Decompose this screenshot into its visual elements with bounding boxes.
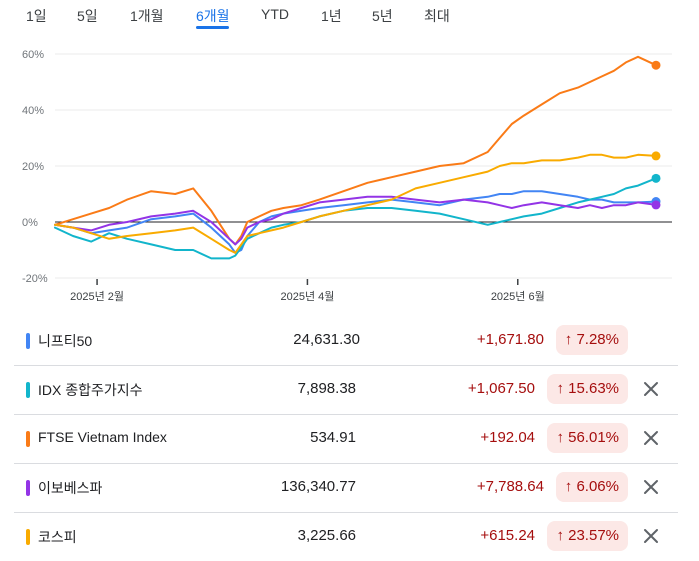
y-tick-label: 20% — [22, 161, 44, 173]
list-item[interactable]: 코스피 3,225.66 +615.24 ↑ 23.57% — [14, 512, 678, 561]
series-line-2 — [54, 55, 657, 246]
series-end-point-2 — [651, 60, 661, 70]
percent-change-value: 6.06% — [576, 478, 619, 495]
y-tick-label: 60% — [22, 49, 44, 61]
list-item[interactable]: 이보베스파 136,340.77 +7,788.64 ↑ 6.06% — [14, 463, 678, 513]
series-color-swatch — [26, 480, 30, 496]
tab-5y[interactable]: 5년 — [372, 8, 393, 24]
tab-max[interactable]: 최대 — [424, 8, 450, 24]
range-tabs: 1일 5일 1개월 6개월 YTD 1년 5년 최대 — [0, 0, 699, 30]
index-price: 136,340.77 — [280, 478, 356, 495]
index-change: +615.24 — [480, 527, 535, 544]
x-tick-label: 2025년 6월 — [491, 290, 545, 303]
index-price: 24,631.30 — [293, 331, 360, 348]
y-tick-label: 40% — [22, 105, 44, 117]
remove-close-icon[interactable] — [640, 378, 662, 400]
percent-change-badge: ↑ 23.57% — [547, 521, 628, 551]
index-price: 7,898.38 — [297, 380, 356, 397]
percent-change-value: 56.01% — [568, 429, 619, 446]
tab-6m[interactable]: 6개월 — [196, 8, 230, 24]
tab-1d[interactable]: 1일 — [26, 8, 47, 24]
percent-change-value: 7.28% — [576, 331, 619, 348]
list-item[interactable]: 니프티50 24,631.30 +1,671.80 ↑ 7.28% — [14, 316, 678, 366]
list-item[interactable]: FTSE Vietnam Index 534.91 +192.04 ↑ 56.0… — [14, 414, 678, 464]
series-color-swatch — [26, 529, 30, 545]
index-name: 니프티50 — [38, 333, 93, 349]
y-tick-label: -20% — [22, 273, 48, 285]
percent-change-value: 23.57% — [568, 527, 619, 544]
index-price: 3,225.66 — [297, 527, 356, 544]
x-tick-label: 2025년 2월 — [70, 290, 124, 303]
index-change: +7,788.64 — [476, 478, 544, 495]
remove-close-icon[interactable] — [640, 525, 662, 547]
index-price: 534.91 — [310, 429, 356, 446]
series-color-swatch — [26, 431, 30, 447]
index-change: +1,067.50 — [467, 380, 535, 397]
y-tick-label: 0% — [22, 217, 38, 229]
percent-change-badge: ↑ 7.28% — [555, 325, 628, 355]
tab-1m[interactable]: 1개월 — [130, 8, 164, 24]
series-end-point-4 — [651, 151, 661, 161]
comparison-line-chart: 60% 40% 20% 0% -20% 2025년 2월 2025년 4월 2025년 6월 — [22, 49, 672, 303]
active-tab-indicator — [196, 26, 229, 29]
index-name: IDX 종합주가지수 — [38, 382, 143, 398]
series-line-0 — [54, 190, 657, 254]
index-name: FTSE Vietnam Index — [38, 429, 167, 445]
index-change: +192.04 — [480, 429, 535, 446]
index-name: 코스피 — [38, 529, 77, 545]
series-line-3 — [54, 195, 657, 246]
tab-1y[interactable]: 1년 — [321, 8, 342, 24]
series-line-4 — [54, 153, 657, 254]
series-end-point-1 — [651, 173, 661, 183]
percent-change-value: 15.63% — [568, 380, 619, 397]
percent-change-badge: ↑ 6.06% — [555, 472, 628, 502]
remove-close-icon[interactable] — [640, 476, 662, 498]
index-name: 이보베스파 — [38, 480, 103, 496]
percent-change-badge: ↑ 15.63% — [547, 374, 628, 404]
x-tick-label: 2025년 4월 — [280, 290, 334, 303]
tab-ytd[interactable]: YTD — [261, 6, 289, 22]
percent-change-badge: ↑ 56.01% — [547, 423, 628, 453]
remove-close-icon[interactable] — [640, 427, 662, 449]
series-color-swatch — [26, 382, 30, 398]
list-item[interactable]: IDX 종합주가지수 7,898.38 +1,067.50 ↑ 15.63% — [14, 365, 678, 415]
series-color-swatch — [26, 333, 30, 349]
tab-5d[interactable]: 5일 — [77, 8, 98, 24]
index-change: +1,671.80 — [476, 331, 544, 348]
series-end-point-3 — [651, 200, 661, 210]
